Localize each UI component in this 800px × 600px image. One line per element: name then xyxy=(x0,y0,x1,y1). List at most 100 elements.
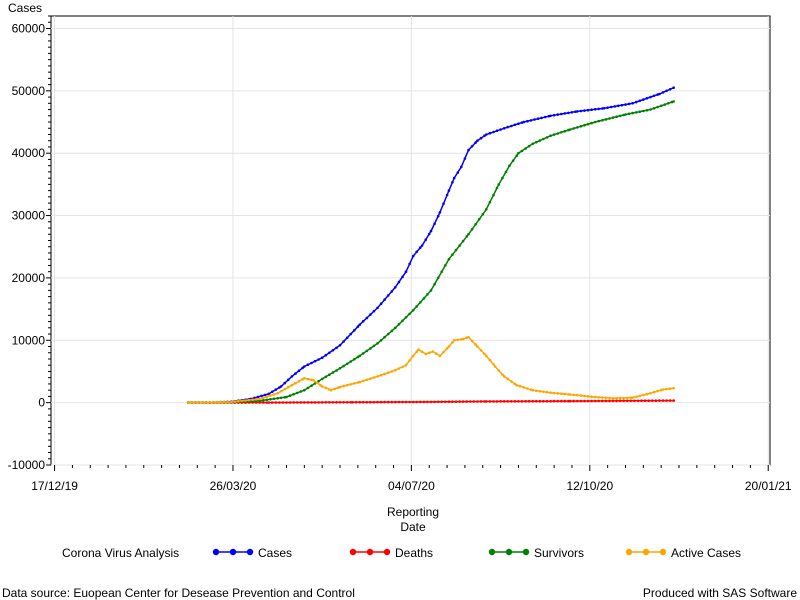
data-point xyxy=(317,379,320,383)
data-point xyxy=(372,309,376,313)
data-point xyxy=(229,400,233,404)
data-point xyxy=(560,112,563,116)
x-tick-label: 04/07/20 xyxy=(388,479,435,493)
data-point xyxy=(634,100,638,104)
legend-title: Corona Virus Analysis xyxy=(62,546,179,560)
data-point xyxy=(397,367,401,370)
data-point xyxy=(451,253,454,256)
data-point xyxy=(627,102,631,106)
data-point xyxy=(262,401,265,404)
data-point xyxy=(272,393,276,396)
data-point xyxy=(590,395,593,399)
data-point xyxy=(461,337,465,341)
data-point xyxy=(626,399,629,403)
data-point xyxy=(583,399,586,403)
data-point xyxy=(656,105,659,109)
data-point xyxy=(506,125,510,129)
legend-swatch-marker xyxy=(488,548,496,556)
data-point xyxy=(479,400,483,403)
data-point xyxy=(538,399,542,403)
data-point xyxy=(369,377,372,381)
data-point xyxy=(404,316,408,319)
data-point xyxy=(279,396,283,400)
data-point xyxy=(419,301,422,304)
legend-swatch-marker xyxy=(349,548,357,556)
data-point xyxy=(535,389,538,393)
data-point xyxy=(593,395,597,399)
data-point xyxy=(444,264,447,267)
data-point xyxy=(262,399,265,402)
data-point xyxy=(429,229,433,233)
data-point xyxy=(615,396,618,400)
data-point xyxy=(353,358,356,361)
data-point xyxy=(652,94,656,98)
data-point xyxy=(194,401,197,404)
data-point xyxy=(295,401,299,404)
data-point xyxy=(488,358,492,362)
data-point xyxy=(317,401,320,404)
data-point xyxy=(456,171,460,174)
x-tick-label: 26/03/20 xyxy=(210,479,257,493)
data-point xyxy=(590,121,593,125)
data-point xyxy=(654,399,658,403)
data-point xyxy=(513,382,517,386)
data-point xyxy=(372,400,376,404)
data-point xyxy=(274,401,278,404)
data-point xyxy=(458,400,461,403)
data-point xyxy=(563,112,567,115)
data-point xyxy=(312,378,315,382)
data-point xyxy=(568,393,572,396)
legend-label: Cases xyxy=(258,546,292,560)
data-point xyxy=(579,109,583,113)
data-point xyxy=(504,170,508,174)
data-point xyxy=(467,335,470,339)
data-point xyxy=(297,369,301,373)
data-point xyxy=(376,342,379,345)
data-point xyxy=(376,400,379,404)
data-point xyxy=(390,329,394,333)
data-point xyxy=(499,128,502,131)
data-point xyxy=(634,395,638,399)
data-point xyxy=(372,376,376,379)
data-point xyxy=(601,119,604,122)
data-point xyxy=(593,399,597,403)
data-point xyxy=(488,131,492,135)
data-point xyxy=(467,148,470,152)
data-point xyxy=(642,98,645,101)
data-point xyxy=(470,228,474,231)
data-point xyxy=(306,363,310,367)
data-point xyxy=(331,401,335,404)
data-point xyxy=(586,395,590,398)
data-point xyxy=(672,86,675,90)
data-point xyxy=(492,400,495,403)
data-point xyxy=(517,122,520,125)
data-point xyxy=(411,400,415,404)
data-point xyxy=(306,377,310,381)
data-point xyxy=(452,339,456,342)
legend-swatch-marker xyxy=(659,548,667,556)
x-tick-label: 12/10/20 xyxy=(566,479,613,493)
data-point xyxy=(265,398,269,402)
data-point xyxy=(447,400,451,404)
data-point xyxy=(658,399,661,402)
data-point xyxy=(586,108,590,112)
data-point xyxy=(549,134,552,137)
data-point xyxy=(517,151,520,155)
produced-with-note: Produced with SAS Software xyxy=(643,586,797,600)
data-point xyxy=(299,401,303,404)
data-point xyxy=(436,400,440,404)
data-point xyxy=(349,383,353,386)
data-point xyxy=(483,352,486,356)
data-point xyxy=(394,400,397,404)
data-point xyxy=(338,385,342,389)
data-point xyxy=(531,388,534,392)
data-point xyxy=(429,289,433,292)
data-point xyxy=(369,400,372,404)
data-point xyxy=(215,400,219,404)
data-point xyxy=(517,400,520,403)
data-source-note: Data source: Euopean Center for Desease … xyxy=(2,586,355,600)
data-point xyxy=(642,109,645,113)
data-point xyxy=(552,391,556,395)
data-point xyxy=(636,399,640,403)
data-point xyxy=(372,344,376,348)
